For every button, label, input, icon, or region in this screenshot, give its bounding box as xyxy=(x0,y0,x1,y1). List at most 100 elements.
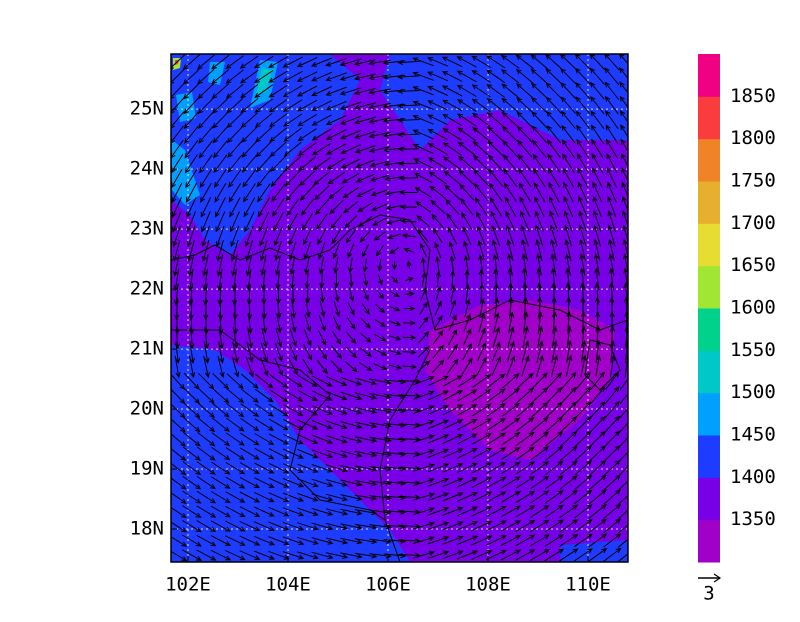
wind-arrow xyxy=(442,419,464,430)
wind-arrow xyxy=(287,212,299,232)
wind-arrow xyxy=(211,417,230,432)
wind-arrow xyxy=(533,167,546,188)
wind-arrow xyxy=(545,416,563,433)
wind-arrow xyxy=(358,216,373,228)
wind-arrow xyxy=(239,550,261,560)
wind-arrow xyxy=(215,197,226,218)
wind-arrow xyxy=(183,387,201,404)
wind-arrow xyxy=(457,155,476,171)
wind-arrow xyxy=(325,143,347,155)
wind-arrow xyxy=(442,448,464,459)
wind-arrow xyxy=(282,492,305,502)
wind-arrow xyxy=(211,69,230,85)
wind-arrow xyxy=(240,417,260,432)
wind-arrow xyxy=(486,403,506,417)
wind-arrow xyxy=(311,128,332,141)
wind-arrow xyxy=(353,116,377,125)
wind-arrow xyxy=(537,325,544,349)
wind-arrow xyxy=(432,330,444,345)
wind-arrow xyxy=(268,536,290,546)
y-tick-label: 21N xyxy=(130,338,164,360)
wind-arrow xyxy=(413,507,435,516)
wind-arrow xyxy=(444,184,461,200)
wind-arrow xyxy=(283,419,304,431)
wind-arrow xyxy=(325,129,347,140)
wind-arrow xyxy=(442,521,464,531)
wind-arrow xyxy=(333,301,340,317)
wind-arrow xyxy=(343,201,359,214)
wind-arrow xyxy=(412,143,434,154)
wind-arrow xyxy=(516,417,535,432)
wind-arrow xyxy=(283,433,304,445)
wind-vectors xyxy=(171,54,628,562)
wind-arrow xyxy=(603,459,621,476)
wind-arrow xyxy=(196,549,217,561)
wind-arrow xyxy=(397,117,420,123)
wind-arrow xyxy=(606,167,618,188)
wind-arrow xyxy=(334,286,340,303)
wind-arrow xyxy=(546,110,562,129)
y-tick-label: 23N xyxy=(130,218,164,240)
wind-arrow xyxy=(297,551,319,560)
wind-arrow xyxy=(341,172,360,184)
wind-arrow xyxy=(589,401,606,419)
wind-arrow xyxy=(427,85,449,96)
wind-arrow xyxy=(317,330,327,346)
wind-arrow xyxy=(297,536,319,545)
wind-arrow xyxy=(476,211,487,231)
wind-arrow xyxy=(400,218,417,224)
wind-arrow xyxy=(297,522,319,531)
wind-arrow xyxy=(340,144,361,154)
wind-arrow xyxy=(427,71,449,82)
wind-arrow xyxy=(262,313,268,334)
wind-arrow xyxy=(354,130,376,139)
wind-arrow xyxy=(545,445,564,461)
wind-arrow xyxy=(546,372,563,390)
wind-arrow xyxy=(213,168,227,188)
wind-arrow xyxy=(282,56,303,68)
wind-arrow xyxy=(533,182,546,203)
wind-arrow xyxy=(619,378,628,390)
wind-arrow xyxy=(398,422,421,428)
wind-arrow xyxy=(275,269,281,291)
wind-arrow xyxy=(427,390,449,401)
wind-arrow xyxy=(356,187,374,198)
wind-arrow xyxy=(507,282,514,305)
wind-arrow xyxy=(515,534,536,547)
wind-arrow xyxy=(575,371,591,390)
wind-arrow xyxy=(325,508,349,516)
x-tick-label: 104E xyxy=(265,574,311,596)
wind-arrow xyxy=(255,141,272,158)
wind-arrow xyxy=(171,82,185,99)
wind-arrow xyxy=(268,56,289,68)
wind-arrow xyxy=(340,494,363,501)
wind-arrow xyxy=(282,477,305,488)
wind-arrow xyxy=(471,550,493,560)
wind-arrow xyxy=(268,418,289,431)
wind-arrow xyxy=(551,340,558,363)
wind-arrow xyxy=(447,226,458,245)
wind-arrow xyxy=(427,114,448,126)
wind-arrow xyxy=(183,111,199,130)
wind-arrow xyxy=(291,299,297,319)
wind-arrow xyxy=(216,239,224,263)
wind-arrow xyxy=(428,171,447,185)
wind-arrow xyxy=(619,110,628,124)
wind-arrow xyxy=(303,344,312,361)
wind-arrow xyxy=(282,448,304,459)
wind-arrow xyxy=(189,355,196,379)
wind-arrow xyxy=(549,196,559,218)
wind-arrow xyxy=(487,388,506,403)
wind-arrow xyxy=(182,519,202,533)
wind-arrow xyxy=(457,448,478,459)
wind-arrow xyxy=(398,436,421,442)
wind-arrow xyxy=(560,96,576,114)
wind-arrow xyxy=(536,267,542,291)
wind-arrow xyxy=(490,210,502,232)
wind-arrow xyxy=(413,478,435,487)
wind-arrow xyxy=(506,340,515,363)
wind-arrow xyxy=(493,312,500,333)
wind-arrow xyxy=(545,401,563,418)
wind-arrow xyxy=(474,197,488,217)
wind-arrow xyxy=(471,477,493,488)
